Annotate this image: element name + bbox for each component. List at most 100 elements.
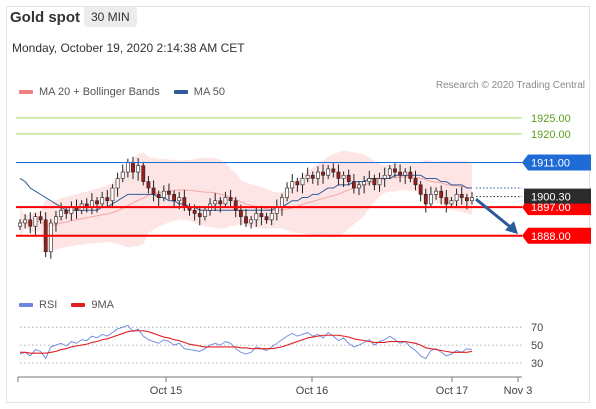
x-tick-label-3: Nov 3 <box>504 385 533 397</box>
candle-body <box>33 216 38 227</box>
candle-body <box>28 219 33 227</box>
candle-body <box>439 190 444 198</box>
candle-body <box>38 216 43 221</box>
candle-body <box>146 181 151 189</box>
candle-body <box>387 168 392 176</box>
main-legend: MA 20 + Bollinger Bands MA 50 <box>19 86 225 98</box>
candle-body <box>23 219 28 224</box>
candle-body <box>316 171 320 179</box>
legend-item-9ma: 9MA <box>71 299 114 311</box>
candle-body <box>54 216 58 224</box>
candle-body <box>408 171 413 179</box>
candle-body <box>367 178 372 182</box>
candle-body <box>459 194 464 198</box>
candle-body <box>254 213 259 221</box>
candle-body <box>259 213 264 217</box>
candle-body <box>48 222 53 253</box>
candle-body <box>238 209 243 217</box>
current-price-label: 1900.30 <box>531 192 571 204</box>
candle-body <box>172 194 176 202</box>
candle-body <box>167 190 171 195</box>
x-tick-label-2: Oct 17 <box>436 385 468 397</box>
candle-body <box>341 174 346 179</box>
rsi-tick-label-30: 30 <box>531 358 543 370</box>
candle-body <box>280 197 284 208</box>
candle-body <box>151 187 156 195</box>
level-tag-1911.00 <box>522 154 591 171</box>
candle-body <box>470 197 474 202</box>
candle-body <box>244 216 248 224</box>
candle-body <box>449 200 454 205</box>
interval-badge[interactable]: 30 MIN <box>84 7 137 27</box>
instrument-title: Gold spot <box>10 9 80 26</box>
bollinger-band <box>20 150 472 253</box>
candle-body <box>403 171 408 176</box>
candle-body <box>233 200 238 211</box>
candle-body <box>321 171 325 176</box>
candle-body <box>413 178 418 186</box>
candle-body <box>18 222 22 227</box>
candle-body <box>429 194 433 205</box>
candle-body <box>197 213 202 217</box>
candle-body <box>346 174 351 182</box>
datetime-label: Monday, October 19, 2020 2:14:38 AM CET <box>12 41 245 55</box>
legend-item-ma50: MA 50 <box>173 86 225 98</box>
level-label-1925.00: 1925.00 <box>531 113 571 125</box>
legend-item-bollinger: MA 20 + Bollinger Bands <box>19 86 160 98</box>
candle-body <box>300 178 305 186</box>
rsi-tick-label-50: 50 <box>531 340 543 352</box>
candle-body <box>105 197 110 202</box>
candle-body <box>372 178 377 186</box>
rsi-legend: RSI 9MA <box>19 299 114 311</box>
ma20-line <box>19 176 473 227</box>
legend-swatch-bollinger <box>19 90 33 94</box>
candle-body <box>331 168 336 173</box>
candle-body <box>357 184 361 189</box>
candle-body <box>95 200 99 205</box>
candle-body <box>295 181 300 186</box>
candle-body <box>100 197 105 205</box>
candle-body <box>64 209 69 214</box>
level-label-1897.00: 1897.00 <box>531 202 571 214</box>
candle-body <box>120 171 125 179</box>
x-tick-label-0: Oct 15 <box>150 385 182 397</box>
level-tag-1888.00 <box>522 227 591 244</box>
candle-body <box>192 209 197 214</box>
candle-body <box>59 209 63 217</box>
candle-body <box>182 197 187 208</box>
candle-body <box>203 209 207 217</box>
candle-body <box>285 187 289 198</box>
candle-body <box>136 165 141 173</box>
candle-body <box>444 197 449 205</box>
candle-body <box>161 190 166 198</box>
candle-body <box>434 190 438 195</box>
candle-body <box>305 174 310 179</box>
candle-body <box>290 181 295 189</box>
candle-body <box>228 197 233 202</box>
candle-body <box>362 181 367 186</box>
legend-swatch-9ma <box>71 303 86 307</box>
current-price-tag <box>524 188 591 204</box>
candle-body <box>131 162 135 173</box>
candle-body <box>156 194 161 198</box>
candle-body <box>464 197 469 202</box>
candle-body <box>269 213 274 221</box>
legend-label-ma50: MA 50 <box>193 86 225 98</box>
candle-body <box>398 171 402 176</box>
forecast-arrow-head <box>505 221 518 235</box>
candle-body <box>115 178 120 189</box>
candle-body <box>423 194 428 205</box>
x-tick-label-1: Oct 16 <box>296 385 328 397</box>
candle-body <box>218 200 223 205</box>
candle-body <box>249 219 254 224</box>
candle-body <box>223 197 228 205</box>
legend-label-bollinger: MA 20 + Bollinger Bands <box>39 86 160 98</box>
candle-body <box>177 197 182 202</box>
forecast-arrow-shaft <box>475 197 514 231</box>
rsi-series-rsi <box>19 324 473 360</box>
legend-item-rsi: RSI <box>19 299 57 311</box>
candle-body <box>418 184 423 195</box>
legend-swatch-ma50 <box>173 90 188 94</box>
candle-body <box>382 174 387 179</box>
